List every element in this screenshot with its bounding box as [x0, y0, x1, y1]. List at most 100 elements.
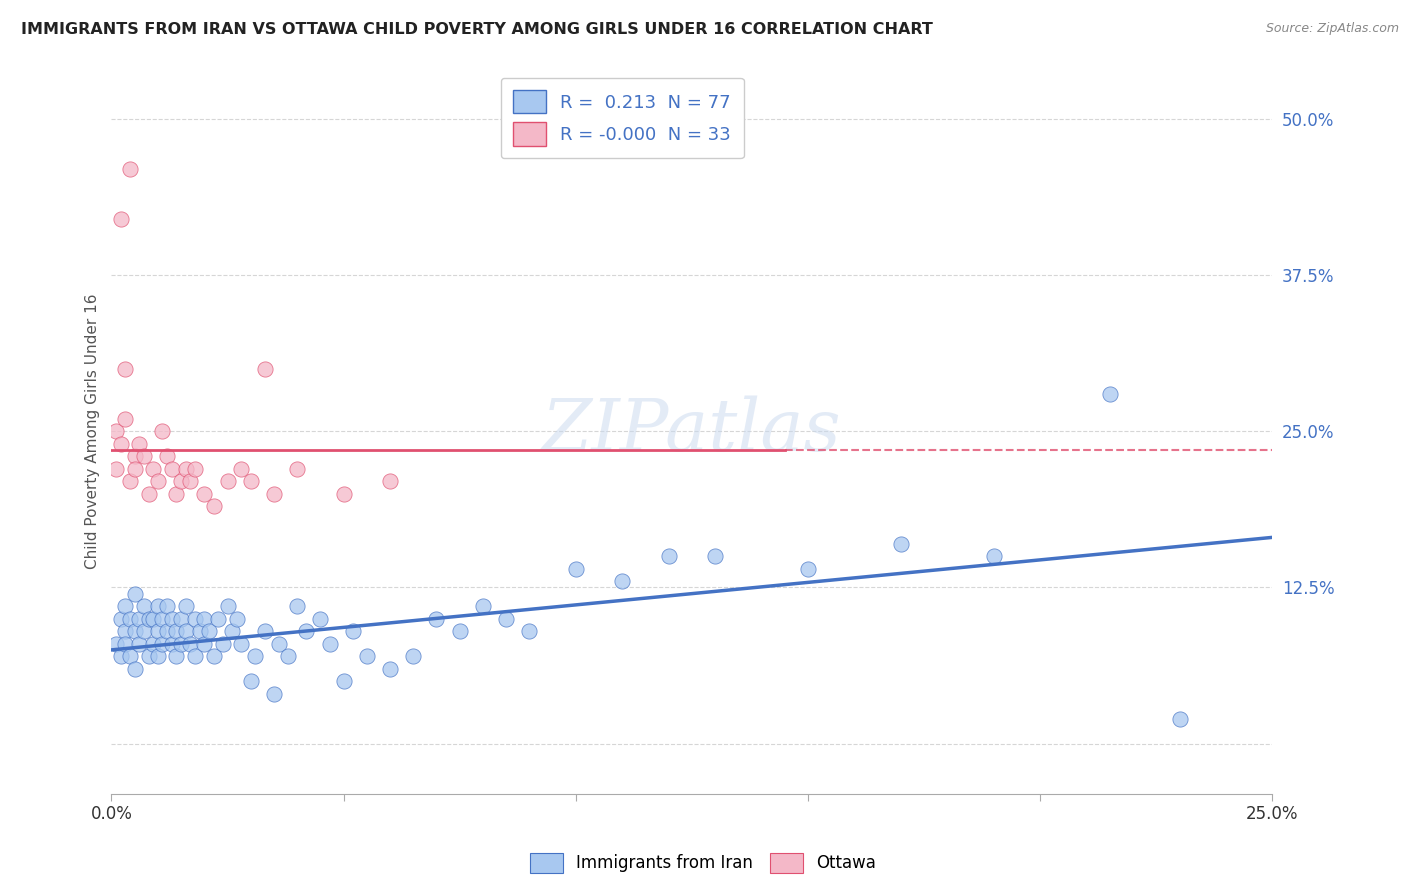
Point	[160, 461, 183, 475]
Point	[124, 587, 146, 601]
Point	[114, 599, 136, 614]
Point	[267, 637, 290, 651]
Point	[890, 536, 912, 550]
Point	[165, 486, 187, 500]
Point	[1098, 386, 1121, 401]
Point	[188, 624, 211, 639]
Point	[114, 624, 136, 639]
Point	[704, 549, 727, 563]
Point	[239, 674, 262, 689]
Point	[152, 424, 174, 438]
Point	[165, 649, 187, 664]
Point	[309, 612, 332, 626]
Point	[378, 474, 401, 488]
Point	[110, 612, 132, 626]
Point	[217, 599, 239, 614]
Legend: R =  0.213  N = 77, R = -0.000  N = 33: R = 0.213 N = 77, R = -0.000 N = 33	[501, 78, 744, 158]
Point	[114, 361, 136, 376]
Point	[118, 649, 141, 664]
Point	[318, 637, 340, 651]
Point	[156, 624, 179, 639]
Point	[495, 612, 517, 626]
Point	[114, 411, 136, 425]
Point	[146, 649, 169, 664]
Point	[142, 612, 165, 626]
Point	[105, 637, 128, 651]
Point	[285, 461, 308, 475]
Point	[263, 486, 285, 500]
Point	[231, 637, 253, 651]
Point	[378, 662, 401, 676]
Point	[184, 649, 207, 664]
Legend: Immigrants from Iran, Ottawa: Immigrants from Iran, Ottawa	[523, 847, 883, 880]
Point	[152, 612, 174, 626]
Point	[565, 561, 588, 575]
Point	[217, 474, 239, 488]
Point	[342, 624, 364, 639]
Point	[118, 161, 141, 176]
Point	[170, 637, 193, 651]
Point	[138, 649, 160, 664]
Point	[253, 361, 276, 376]
Point	[142, 461, 165, 475]
Point	[124, 662, 146, 676]
Point	[198, 624, 221, 639]
Point	[212, 637, 235, 651]
Point	[118, 474, 141, 488]
Point	[402, 649, 425, 664]
Point	[118, 612, 141, 626]
Point	[277, 649, 299, 664]
Point	[156, 599, 179, 614]
Point	[170, 612, 193, 626]
Point	[174, 624, 197, 639]
Point	[184, 461, 207, 475]
Point	[202, 649, 225, 664]
Point	[253, 624, 276, 639]
Point	[124, 461, 146, 475]
Point	[332, 486, 354, 500]
Point	[138, 486, 160, 500]
Point	[110, 649, 132, 664]
Point	[160, 612, 183, 626]
Point	[1168, 712, 1191, 726]
Point	[146, 624, 169, 639]
Point	[425, 612, 447, 626]
Point	[156, 449, 179, 463]
Point	[295, 624, 318, 639]
Point	[225, 612, 247, 626]
Point	[160, 637, 183, 651]
Point	[110, 211, 132, 226]
Point	[128, 612, 150, 626]
Point	[983, 549, 1005, 563]
Point	[124, 624, 146, 639]
Point	[245, 649, 267, 664]
Point	[174, 461, 197, 475]
Point	[202, 499, 225, 513]
Point	[114, 637, 136, 651]
Point	[519, 624, 541, 639]
Point	[128, 637, 150, 651]
Point	[356, 649, 378, 664]
Point	[138, 612, 160, 626]
Point	[132, 624, 155, 639]
Point	[449, 624, 471, 639]
Point	[132, 599, 155, 614]
Point	[146, 599, 169, 614]
Point	[105, 461, 128, 475]
Point	[193, 612, 215, 626]
Point	[231, 461, 253, 475]
Point	[174, 599, 197, 614]
Point	[285, 599, 308, 614]
Point	[124, 449, 146, 463]
Point	[612, 574, 634, 588]
Text: ZIPatlas: ZIPatlas	[543, 396, 842, 467]
Point	[797, 561, 820, 575]
Point	[239, 474, 262, 488]
Point	[179, 637, 201, 651]
Point	[184, 612, 207, 626]
Point	[170, 474, 193, 488]
Text: Source: ZipAtlas.com: Source: ZipAtlas.com	[1265, 22, 1399, 36]
Point	[332, 674, 354, 689]
Point	[105, 424, 128, 438]
Point	[152, 637, 174, 651]
